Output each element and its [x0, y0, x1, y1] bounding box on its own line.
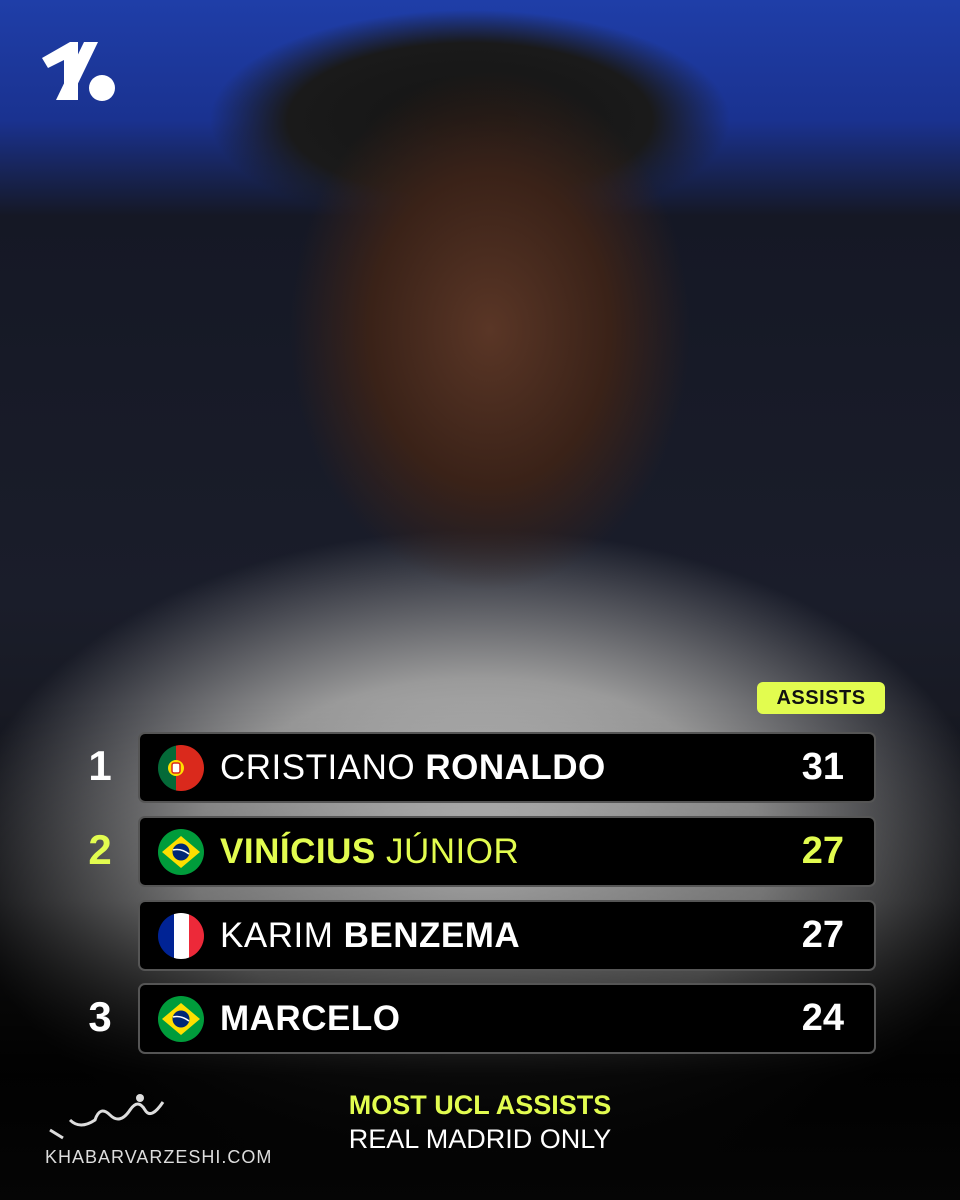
player-name: VINÍCIUS JÚNIOR — [220, 832, 519, 872]
table-row: CRISTIANO RONALDO 31 — [138, 732, 876, 803]
assists-header-badge: ASSISTS — [757, 682, 885, 714]
last-name: JÚNIOR — [385, 831, 520, 871]
rank-number: 1 — [88, 742, 112, 789]
footer-title: MOST UCL ASSISTS — [348, 1090, 612, 1120]
onefootball-logo — [42, 42, 115, 101]
last-name: RONALDO — [425, 747, 606, 787]
table-row: VINÍCIUS JÚNIOR 27 — [138, 816, 876, 887]
table-row: MARCELO 24 — [138, 983, 876, 1054]
first-name: KARIM — [220, 915, 334, 955]
rank-number: 2 — [88, 826, 112, 873]
player-name: CRISTIANO RONALDO — [220, 748, 606, 788]
footer-subtitle: REAL MADRID ONLY — [348, 1124, 612, 1154]
first-name: VINÍCIUS — [220, 831, 376, 871]
last-name: MARCELO — [220, 998, 401, 1038]
watermark-site: KHABARVARZESHI.COM — [45, 1147, 273, 1167]
khabarvarzeshi-logo — [49, 1094, 165, 1140]
player-name: KARIM BENZEMA — [220, 916, 520, 956]
rank-number: 3 — [88, 993, 112, 1040]
france-flag-icon — [158, 912, 204, 959]
brazil-flag-icon — [158, 828, 204, 875]
table-row: KARIM BENZEMA 27 — [138, 900, 876, 971]
first-name: CRISTIANO — [220, 747, 416, 787]
brazil-flag-icon — [158, 995, 204, 1042]
assists-value: 27 — [801, 914, 844, 956]
last-name: BENZEMA — [343, 915, 521, 955]
assists-value: 27 — [801, 830, 844, 872]
player-name: MARCELO — [220, 999, 400, 1039]
portugal-flag-icon — [158, 744, 204, 791]
assists-value: 31 — [801, 746, 844, 788]
assists-value: 24 — [801, 997, 844, 1039]
